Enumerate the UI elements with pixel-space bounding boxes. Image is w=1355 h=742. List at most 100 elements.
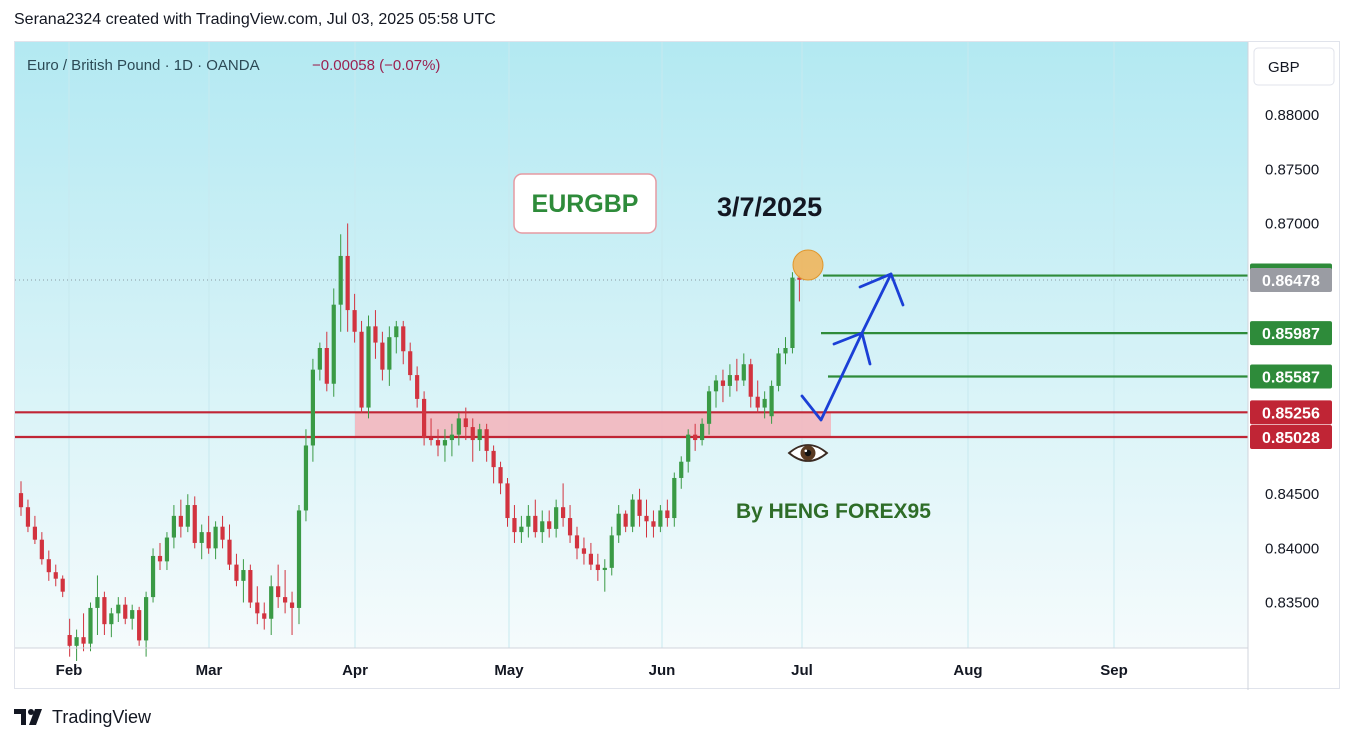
candle-body — [296, 510, 302, 608]
tradingview-logo-icon — [14, 709, 42, 725]
candle-body — [276, 586, 281, 598]
chart-frame[interactable]: 0.88000 0.87500 0.87000 0.84500 0.84000 0.835… — [14, 41, 1341, 690]
candle — [526, 505, 531, 538]
candle — [185, 494, 190, 533]
candle-body — [769, 385, 774, 417]
footer-brand: TradingView — [52, 706, 152, 727]
candle — [241, 559, 246, 603]
candle — [561, 483, 566, 527]
price-tag: 0.85987 — [1250, 321, 1332, 346]
candle — [46, 550, 51, 581]
candle — [248, 564, 253, 608]
candle — [498, 461, 503, 495]
candle — [192, 496, 197, 549]
symbol-title-box: EURGBP — [513, 173, 657, 234]
currency-button[interactable]: GBP — [1253, 47, 1335, 86]
candle-body — [463, 418, 468, 428]
candle — [776, 348, 781, 392]
candle-body — [81, 637, 86, 644]
candle — [178, 499, 183, 538]
price-tag-bg — [1250, 321, 1332, 346]
chart-svg[interactable]: 0.88000 0.87500 0.87000 0.84500 0.84000 0.835… — [15, 42, 1341, 690]
candle-body — [713, 380, 719, 392]
y-axis-tick-label: 0.84500 — [1265, 486, 1319, 503]
candle-body — [741, 364, 746, 381]
candle — [380, 331, 385, 381]
candle-body — [595, 564, 600, 571]
candle-body — [289, 602, 295, 608]
candle-body — [679, 461, 684, 478]
candle — [623, 510, 628, 533]
candle — [352, 293, 357, 343]
candle-body — [310, 369, 315, 446]
candle-body — [533, 515, 538, 533]
candle-body — [540, 521, 545, 533]
support-zone-box — [355, 412, 831, 438]
candle-body — [762, 398, 767, 408]
candle — [213, 521, 218, 560]
candle — [790, 272, 795, 354]
price-tag-label: 0.85256 — [1262, 405, 1320, 422]
candle-body — [547, 521, 552, 529]
candle-body — [623, 513, 628, 527]
candle — [206, 515, 211, 554]
candle-body — [498, 467, 503, 484]
candle — [366, 315, 371, 419]
candle-body — [116, 604, 121, 614]
candle-body — [192, 505, 197, 543]
x-axis-tick-label: Apr — [342, 662, 368, 679]
candle-body — [373, 326, 378, 343]
candle-body — [561, 507, 566, 519]
candle — [324, 331, 329, 392]
symbol-title-text: EURGBP — [532, 190, 639, 218]
candle-body — [519, 526, 524, 533]
price-tag-label: 0.86478 — [1262, 273, 1320, 290]
price-tag-label: 0.85587 — [1262, 369, 1320, 386]
candle-body — [658, 510, 663, 527]
candle — [60, 575, 65, 598]
candle — [470, 418, 475, 462]
candle-body — [720, 380, 726, 386]
candle — [95, 575, 100, 636]
candle-body — [672, 477, 677, 519]
candle-body — [470, 427, 475, 441]
candle — [547, 510, 552, 538]
x-axis-tick-label: Sep — [1100, 662, 1128, 679]
candle — [637, 488, 642, 527]
candle — [658, 505, 663, 533]
candle-body — [526, 515, 531, 527]
candle-body — [345, 255, 350, 311]
y-axis-tick-label: 0.87500 — [1265, 161, 1319, 178]
candle-body — [213, 526, 218, 549]
candle-body — [484, 429, 489, 451]
candle-body — [220, 526, 225, 540]
footer: TradingView — [14, 704, 151, 730]
candle-body — [123, 604, 128, 619]
candle-body — [491, 450, 496, 468]
candle-body — [338, 255, 343, 305]
candle-body — [227, 539, 232, 565]
candle-body — [317, 348, 322, 370]
candle-body — [206, 532, 211, 549]
candle — [18, 481, 24, 516]
candle — [713, 375, 719, 408]
candle — [484, 423, 489, 462]
candle — [345, 223, 350, 332]
projected-path-arrow-2 — [860, 272, 893, 335]
candle-body — [185, 505, 190, 527]
candle — [442, 429, 448, 462]
candle-body — [748, 364, 753, 397]
candle — [727, 364, 732, 397]
candle-body — [144, 597, 149, 641]
candle — [220, 515, 225, 549]
symbol-change: −0.00058 (−0.07%) — [312, 57, 440, 74]
candle — [588, 542, 593, 571]
candle-body — [686, 434, 691, 462]
candle-body — [39, 539, 44, 560]
candle — [53, 564, 58, 587]
candle-body — [644, 515, 649, 522]
candle-body — [693, 434, 698, 441]
candle — [130, 604, 135, 630]
y-axis-tick-label: 0.87000 — [1265, 215, 1319, 232]
candle-body — [651, 521, 656, 527]
